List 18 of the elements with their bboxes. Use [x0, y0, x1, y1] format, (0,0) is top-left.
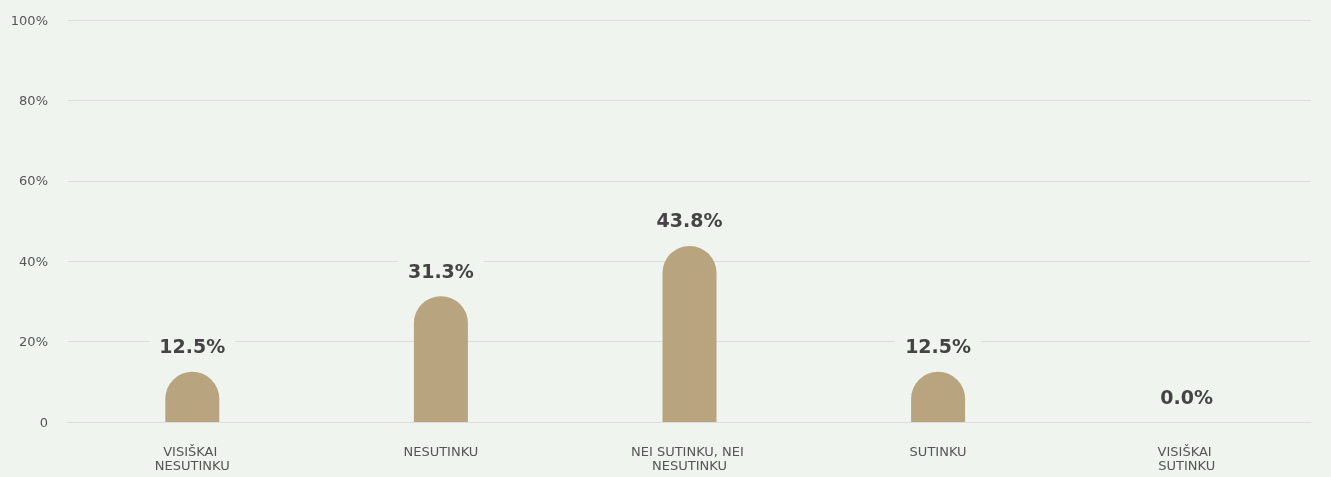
y-tick-label: 20% — [19, 334, 48, 350]
x-tick-label: VISIŠKAI SUTINKU — [1157, 443, 1216, 473]
y-tick-label: 80% — [19, 92, 48, 108]
data-label: 31.3% — [407, 259, 474, 282]
y-tick-label: 100% — [10, 12, 48, 28]
x-tick-label: NESUTINKU — [403, 443, 479, 459]
y-tick-label: 0 — [39, 414, 48, 430]
x-tick-label: SUTINKU — [909, 443, 967, 459]
bar — [413, 296, 468, 422]
data-label: 43.8% — [656, 209, 723, 232]
data-label: 0.0% — [1160, 385, 1214, 408]
data-label: 12.5% — [159, 335, 226, 358]
x-tick-label: VISIŠKAI NESUTINKU — [154, 443, 230, 473]
x-tick-label: NEI SUTINKU, NEI NESUTINKU — [630, 443, 749, 473]
y-tick-label: 40% — [19, 253, 48, 269]
bar — [662, 245, 717, 422]
data-label: 12.5% — [905, 335, 972, 358]
y-tick-label: 60% — [19, 173, 48, 189]
